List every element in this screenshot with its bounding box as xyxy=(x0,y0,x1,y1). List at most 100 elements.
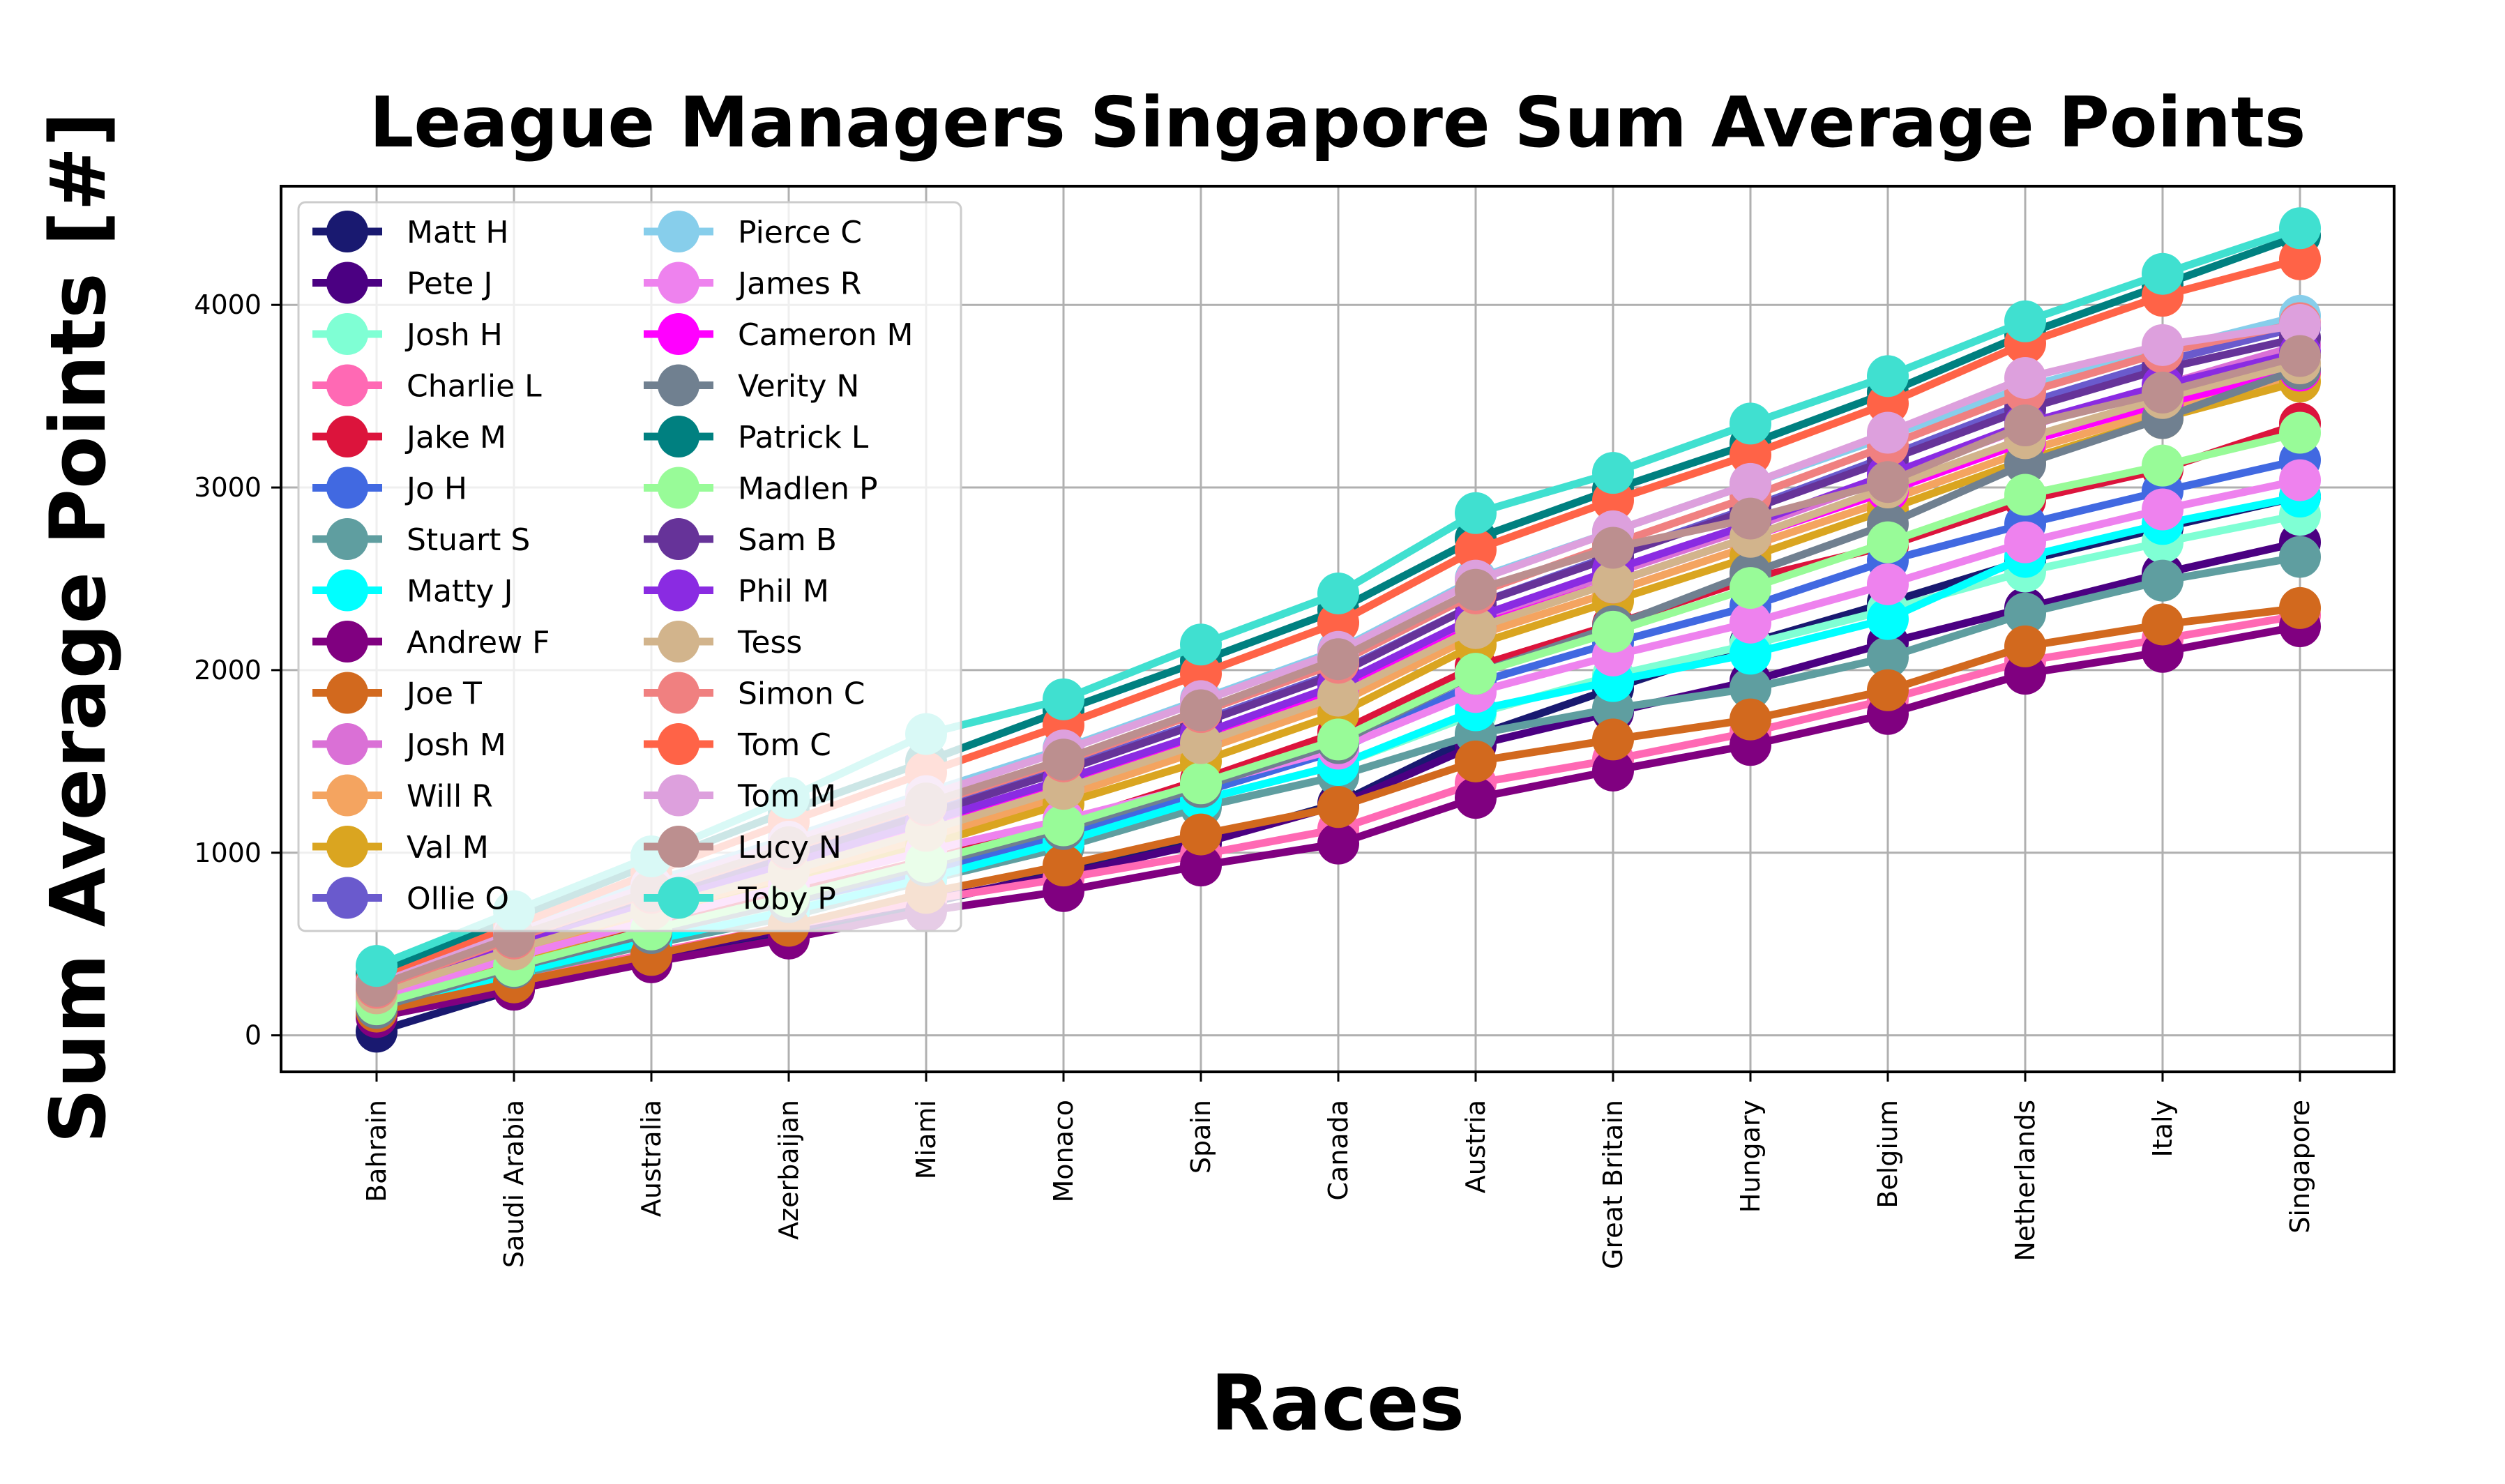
data-point xyxy=(1455,653,1497,695)
data-point xyxy=(1867,636,1909,679)
x-axis-label: Races xyxy=(1211,1358,1465,1448)
data-point xyxy=(1317,786,1359,828)
data-point xyxy=(1730,601,1771,644)
legend-label: Toby P xyxy=(737,881,836,917)
data-point xyxy=(1180,623,1222,666)
data-point xyxy=(1867,669,1909,711)
legend-swatch-marker xyxy=(326,518,368,560)
legend-label: Jo H xyxy=(404,471,467,507)
legend-swatch-marker xyxy=(658,723,699,765)
legend-item: Cameron M xyxy=(644,313,914,355)
legend-label: Tom C xyxy=(737,727,831,763)
data-point xyxy=(1730,567,1771,610)
legend-item: Madlen P xyxy=(644,467,878,509)
legend-item: Sam B xyxy=(644,518,837,560)
legend-label: James R xyxy=(736,266,861,302)
legend-item: Josh H xyxy=(312,313,503,355)
x-tick-label: Great Britain xyxy=(1598,1100,1628,1269)
data-point xyxy=(1180,689,1222,732)
legend-swatch-marker xyxy=(658,621,699,662)
data-point xyxy=(1592,561,1634,604)
legend-swatch-marker xyxy=(326,262,368,304)
legend-label: Matt H xyxy=(407,215,509,250)
legend-label: Tess xyxy=(737,625,802,660)
data-point xyxy=(1867,598,1909,640)
data-point xyxy=(1730,633,1771,675)
y-tick-label: 4000 xyxy=(194,289,262,320)
legend-item: Simon C xyxy=(644,672,865,714)
y-tick-label: 3000 xyxy=(194,472,262,503)
x-tick-label: Belgium xyxy=(1872,1100,1903,1209)
legend-label: Charlie L xyxy=(407,369,542,404)
legend-label: Phil M xyxy=(738,574,829,610)
legend-label: Josh M xyxy=(404,727,506,763)
legend-swatch-marker xyxy=(326,313,368,355)
x-tick-label: Bahrain xyxy=(361,1100,392,1202)
legend-item: Will R xyxy=(312,774,493,817)
data-point xyxy=(2142,252,2184,295)
legend-label: Will R xyxy=(407,779,493,815)
legend-frame xyxy=(297,201,962,932)
legend-item: Tess xyxy=(644,621,802,662)
data-point xyxy=(2142,324,2184,366)
x-tick-label: Hungary xyxy=(1735,1100,1766,1213)
legend-item: Verity N xyxy=(644,364,859,407)
data-point xyxy=(2004,521,2046,563)
data-point xyxy=(1730,698,1771,741)
data-point xyxy=(1043,739,1084,781)
legend-item: James R xyxy=(644,262,861,304)
legend-swatch-marker xyxy=(658,774,699,817)
legend-item: Jo H xyxy=(312,467,467,509)
chart-title: League Managers Singapore Sum Average Po… xyxy=(370,82,2306,163)
legend-label: Stuart S xyxy=(407,522,530,558)
data-point xyxy=(1592,749,1634,792)
data-point xyxy=(1455,492,1497,534)
legend-item: Pierce C xyxy=(644,211,862,252)
legend-item: Andrew F xyxy=(312,621,550,662)
y-tick-label: 1000 xyxy=(194,838,262,868)
data-point xyxy=(1317,822,1359,865)
data-point xyxy=(1592,610,1634,653)
legend-swatch-marker xyxy=(658,518,699,560)
data-point xyxy=(2279,238,2321,280)
legend-swatch-marker xyxy=(326,569,368,612)
legend-swatch-marker xyxy=(326,621,368,662)
data-point xyxy=(1043,845,1084,887)
data-point xyxy=(2142,444,2184,487)
data-point xyxy=(1180,762,1222,805)
data-point xyxy=(1455,777,1497,819)
data-point xyxy=(1455,529,1497,571)
data-point xyxy=(1317,638,1359,681)
x-tick-label: Austria xyxy=(1460,1100,1491,1193)
x-tick-label: Azerbaijan xyxy=(773,1100,804,1240)
legend-label: Madlen P xyxy=(738,471,878,507)
legend-label: Joe T xyxy=(404,676,482,712)
legend-label: Patrick L xyxy=(738,420,869,455)
legend-label: Pierce C xyxy=(738,215,862,250)
legend-swatch-marker xyxy=(658,364,699,407)
legend-item: Ollie O xyxy=(312,877,509,919)
data-point xyxy=(2142,371,2184,414)
legend-label: Josh H xyxy=(404,317,503,353)
x-tick-label: Australia xyxy=(636,1100,667,1217)
legend-item: Tom C xyxy=(644,723,831,765)
legend-label: Lucy N xyxy=(738,830,842,865)
legend-item: Charlie L xyxy=(312,364,542,407)
x-tick-label: Canada xyxy=(1323,1100,1354,1201)
data-point xyxy=(1867,521,1909,563)
legend-item: Josh M xyxy=(312,723,506,765)
legend-item: Tom M xyxy=(644,774,836,817)
legend-item: Matty J xyxy=(312,569,513,612)
x-tick-label: Spain xyxy=(1186,1100,1216,1174)
legend-item: Matt H xyxy=(312,211,509,252)
data-point xyxy=(356,945,398,987)
data-point xyxy=(2279,459,2321,501)
data-point xyxy=(1592,452,1634,494)
x-tick-label: Italy xyxy=(2147,1100,2178,1157)
legend-item: Pete J xyxy=(312,262,492,304)
data-point xyxy=(2142,603,2184,646)
legend-label: Pete J xyxy=(407,266,492,302)
data-point xyxy=(1592,527,1634,569)
legend-label: Tom M xyxy=(737,779,836,815)
data-point xyxy=(2004,592,2046,635)
